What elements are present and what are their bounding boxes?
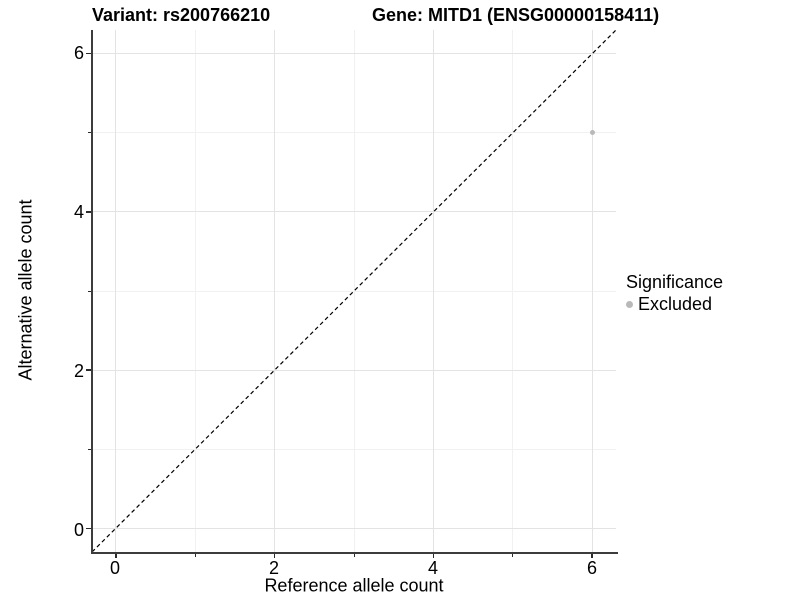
x-tick-label-6: 6: [586, 558, 597, 578]
x-axis-minor-tick: [353, 553, 355, 557]
y-axis-line: [90, 30, 93, 554]
gridline-minor-h: [92, 132, 616, 134]
y-axis-tick: [86, 527, 91, 530]
x-axis-minor-tick: [194, 553, 196, 557]
x-axis-tick: [115, 553, 117, 558]
legend-item-label: Excluded: [638, 294, 713, 314]
x-tick-label-0: 0: [109, 558, 120, 578]
x-axis-line: [90, 552, 618, 554]
gridline-major-h: [92, 211, 616, 213]
gridline-major-h: [92, 369, 616, 371]
data-point: [589, 130, 595, 136]
y-axis-title: Alternative allele count: [15, 199, 36, 381]
y-axis-tick: [86, 369, 91, 371]
y-axis-tick: [86, 211, 91, 213]
gridline-major-v: [115, 30, 117, 552]
x-axis-title: Reference allele count: [264, 575, 444, 596]
identity-reference-line: [92, 30, 616, 552]
x-tick-label-2: 2: [268, 558, 279, 578]
y-tick-label-0: 0: [73, 520, 84, 540]
gridline-major-h: [92, 527, 616, 529]
legend-title: Significance: [626, 272, 724, 292]
gridline-major-v: [432, 30, 434, 552]
y-tick-label-6: 6: [73, 43, 84, 63]
x-axis-tick: [432, 553, 435, 558]
y-tick-label-2: 2: [73, 361, 84, 381]
x-axis-tick: [273, 553, 276, 558]
y-axis-minor-tick: [87, 290, 91, 292]
y-axis-tick: [86, 52, 91, 55]
y-axis-minor-tick: [87, 132, 91, 134]
plot-title-gene: Gene: MITD1 (ENSG00000158411): [372, 5, 660, 25]
gridline-minor-h: [92, 290, 616, 292]
gridline-major-h: [92, 53, 616, 55]
gridline-major-v: [274, 30, 276, 552]
plot-panel: [92, 30, 616, 552]
y-tick-label-4: 4: [73, 202, 84, 222]
gridline-major-v: [591, 30, 593, 552]
x-tick-label-4: 4: [427, 558, 438, 578]
legend-item-excluded: Excluded: [626, 294, 723, 314]
y-axis-minor-tick: [87, 448, 91, 450]
excluded-point-icon: [626, 300, 633, 308]
plot-title-variant: Variant: rs200766210: [92, 5, 271, 25]
x-axis-minor-tick: [512, 553, 514, 557]
x-axis-tick: [591, 553, 593, 558]
legend: Significance Excluded: [626, 272, 723, 314]
gridline-minor-h: [92, 448, 616, 450]
